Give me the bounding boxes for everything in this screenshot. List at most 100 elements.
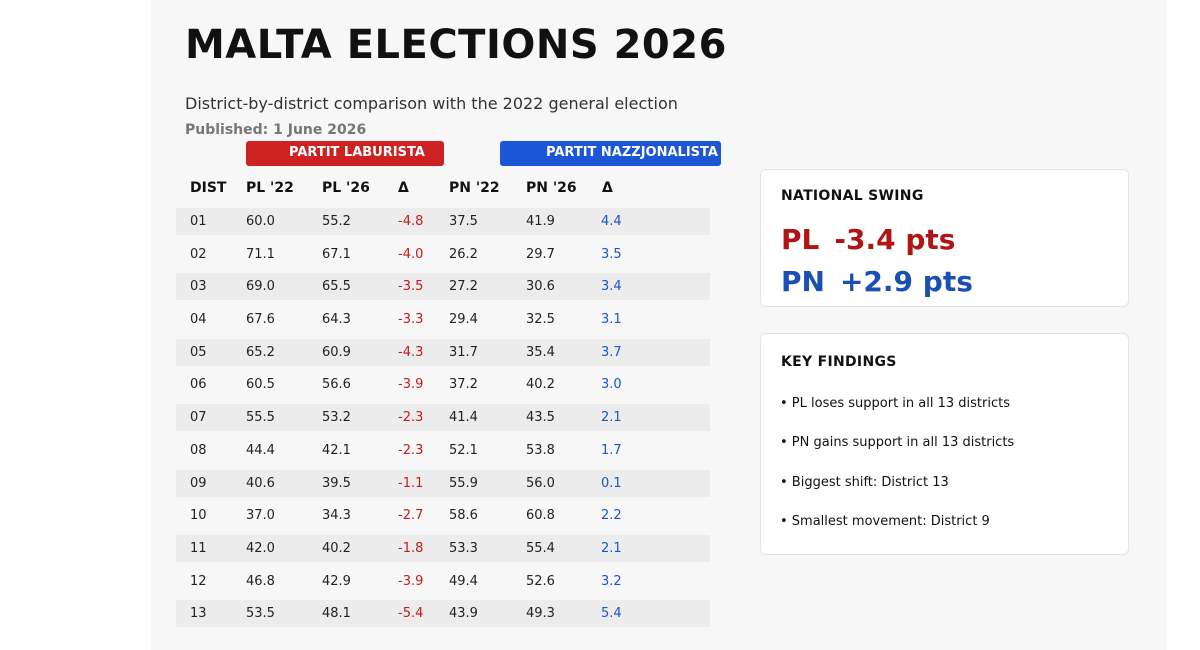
pl-party-header: PARTIT LABURISTA xyxy=(246,141,444,166)
pn-delta-cell: 5.4 xyxy=(601,606,622,622)
pl26-cell: 67.1 xyxy=(322,246,351,262)
col-header-pl-delta: Δ xyxy=(398,180,409,196)
pl26-cell: 55.2 xyxy=(322,214,351,229)
pn22-cell: 37.2 xyxy=(449,377,478,393)
dist-cell: 05 xyxy=(190,344,207,360)
dist-cell: 04 xyxy=(190,312,207,328)
pn-delta-cell: 2.2 xyxy=(601,508,622,524)
pn-delta-cell: 3.2 xyxy=(601,573,622,589)
pl22-cell: 60.5 xyxy=(246,377,275,393)
pl22-cell: 71.1 xyxy=(246,246,275,262)
pn-delta-cell: 2.1 xyxy=(601,410,622,426)
finding-item: • Biggest shift: District 13 xyxy=(780,475,949,490)
pl-delta-cell: -3.3 xyxy=(398,312,424,328)
pl22-cell: 37.0 xyxy=(246,508,275,524)
pn26-cell: 60.8 xyxy=(526,508,555,524)
finding-item: • PL loses support in all 13 districts xyxy=(780,396,1010,411)
pn-delta-cell: 4.4 xyxy=(601,214,622,229)
pl22-cell: 60.0 xyxy=(246,214,275,229)
pn-delta-cell: 0.1 xyxy=(601,475,622,491)
pl-delta-cell: -3.5 xyxy=(398,279,424,295)
pl-delta-cell: -1.8 xyxy=(398,540,424,556)
dist-cell: 11 xyxy=(190,540,207,556)
published-date: Published: 1 June 2026 xyxy=(185,122,367,138)
pn22-cell: 31.7 xyxy=(449,344,478,360)
pl-swing-value: -3.4 pts xyxy=(834,223,956,256)
pl-swing: PL -3.4 pts xyxy=(781,223,955,256)
table-row: 12 46.8 42.9 -3.9 49.4 52.6 3.2 xyxy=(176,568,710,595)
pn26-cell: 30.6 xyxy=(526,279,555,295)
pn-delta-cell: 1.7 xyxy=(601,442,622,458)
national-swing-card: NATIONAL SWING PL -3.4 pts PN +2.9 pts xyxy=(760,169,1129,307)
pn-delta-cell: 3.4 xyxy=(601,279,622,295)
pn22-cell: 53.3 xyxy=(449,540,478,556)
pl-delta-cell: -4.3 xyxy=(398,344,424,360)
pn-party-label: PARTIT NAZZJONALISTA xyxy=(546,145,718,160)
pl-delta-cell: -2.3 xyxy=(398,442,424,458)
col-header-pl26: PL '26 xyxy=(322,180,370,196)
col-header-dist: DIST xyxy=(190,180,227,196)
pn26-cell: 29.7 xyxy=(526,246,555,262)
district-table: 01 60.0 55.2 -4.8 37.5 41.9 4.4 02 71.1 67.1 -4.0 2… xyxy=(176,208,710,633)
table-row: 04 67.6 64.3 -3.3 29.4 32.5 3.1 xyxy=(176,306,710,333)
pn26-cell: 43.5 xyxy=(526,410,555,426)
pl26-cell: 34.3 xyxy=(322,508,351,524)
col-header-pn26: PN '26 xyxy=(526,180,577,196)
dist-cell: 10 xyxy=(190,508,207,524)
dist-cell: 02 xyxy=(190,246,207,262)
pl-delta-cell: -3.9 xyxy=(398,377,424,393)
table-row: 09 40.6 39.5 -1.1 55.9 56.0 0.1 xyxy=(176,469,710,497)
table-row: 11 42.0 40.2 -1.8 53.3 55.4 2.1 xyxy=(176,534,710,562)
dist-cell: 06 xyxy=(190,377,207,393)
table-row: 02 71.1 67.1 -4.0 26.2 29.7 3.5 xyxy=(176,241,710,268)
dist-cell: 07 xyxy=(190,410,207,426)
pl22-cell: 40.6 xyxy=(246,475,275,491)
pl22-cell: 53.5 xyxy=(246,606,275,622)
pl26-cell: 60.9 xyxy=(322,344,351,360)
pn26-cell: 55.4 xyxy=(526,540,555,556)
col-header-pn-delta: Δ xyxy=(602,180,613,196)
pn-delta-cell: 3.5 xyxy=(601,246,622,262)
table-row: 05 65.2 60.9 -4.3 31.7 35.4 3.7 xyxy=(176,338,710,366)
page-title: MALTA ELECTIONS 2026 xyxy=(185,22,727,68)
pl-delta-cell: -2.7 xyxy=(398,508,424,524)
table-row: 07 55.5 53.2 -2.3 41.4 43.5 2.1 xyxy=(176,404,710,432)
pl26-cell: 42.1 xyxy=(322,442,351,458)
pl26-cell: 42.9 xyxy=(322,573,351,589)
swing-card-title: NATIONAL SWING xyxy=(781,188,924,204)
dist-cell: 01 xyxy=(190,214,207,229)
pn-delta-cell: 2.1 xyxy=(601,540,622,556)
pn26-cell: 40.2 xyxy=(526,377,555,393)
pn-swing-value: +2.9 pts xyxy=(839,265,973,298)
pl22-cell: 46.8 xyxy=(246,573,275,589)
pn-party-header: PARTIT NAZZJONALISTA xyxy=(500,141,721,166)
pn22-cell: 52.1 xyxy=(449,442,478,458)
key-findings-card: KEY FINDINGS • PL loses support in all 1… xyxy=(760,333,1129,555)
pl-party-label: PARTIT LABURISTA xyxy=(289,145,425,160)
pl-delta-cell: -4.0 xyxy=(398,246,424,262)
pn26-cell: 49.3 xyxy=(526,606,555,622)
findings-card-title: KEY FINDINGS xyxy=(781,354,897,370)
page-subtitle: District-by-district comparison with the… xyxy=(185,94,678,113)
pn26-cell: 53.8 xyxy=(526,442,555,458)
pl26-cell: 48.1 xyxy=(322,606,351,622)
pn26-cell: 52.6 xyxy=(526,573,555,589)
pl22-cell: 69.0 xyxy=(246,279,275,295)
pn22-cell: 49.4 xyxy=(449,573,478,589)
pl26-cell: 56.6 xyxy=(322,377,351,393)
pn22-cell: 29.4 xyxy=(449,312,478,328)
pl-delta-cell: -5.4 xyxy=(398,606,424,622)
pn-delta-cell: 3.0 xyxy=(601,377,622,393)
pn22-cell: 26.2 xyxy=(449,246,478,262)
pn26-cell: 41.9 xyxy=(526,214,555,229)
pl22-cell: 67.6 xyxy=(246,312,275,328)
pn22-cell: 55.9 xyxy=(449,475,478,491)
pn22-cell: 41.4 xyxy=(449,410,478,426)
pn-delta-cell: 3.1 xyxy=(601,312,622,328)
table-row: 13 53.5 48.1 -5.4 43.9 49.3 5.4 xyxy=(176,600,710,628)
pl-delta-cell: -1.1 xyxy=(398,475,424,491)
pl22-cell: 42.0 xyxy=(246,540,275,556)
pl-delta-cell: -3.9 xyxy=(398,573,424,589)
pl-delta-cell: -4.8 xyxy=(398,214,424,229)
pn22-cell: 37.5 xyxy=(449,214,478,229)
